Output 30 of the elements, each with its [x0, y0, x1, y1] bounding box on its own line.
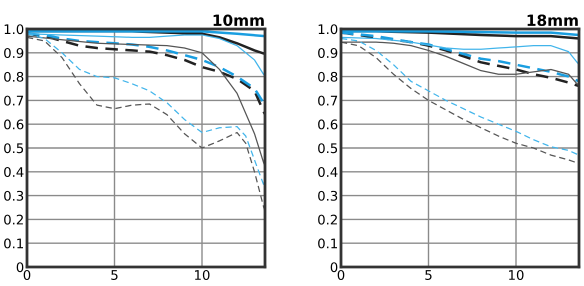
x-tick-label: 10: [509, 270, 524, 280]
y-tick-label: 0.3: [4, 190, 24, 201]
chart-title: 18mm: [528, 14, 578, 26]
y-tick-label: 0: [16, 262, 24, 272]
y-tick-label: 0.4: [318, 167, 338, 177]
y-tick-label: 0.1: [318, 238, 338, 248]
y-tick-label: 0.9: [318, 48, 338, 58]
chart-title: 10mm: [214, 14, 264, 26]
x-tick-label: 10: [195, 270, 210, 280]
y-tick-label: 0.5: [318, 143, 338, 154]
y-tick-label: 0.8: [318, 72, 338, 82]
y-tick-label: 0.7: [4, 96, 24, 106]
y-tick-label: 0.2: [318, 214, 337, 225]
y-tick-label: 0.5: [4, 143, 24, 154]
y-tick-label: 0.6: [318, 119, 338, 130]
y-tick-label: 0.8: [4, 72, 24, 82]
x-tick-label: 0: [338, 270, 344, 280]
x-tick-label: 5: [111, 270, 118, 280]
y-tick-label: 0.6: [4, 119, 24, 130]
x-tick-label: 0: [24, 270, 30, 280]
y-tick-label: 0.1: [4, 238, 24, 248]
y-tick-label: 0.3: [318, 190, 338, 201]
y-tick-label: 0: [330, 262, 338, 272]
x-tick-label: 5: [425, 270, 432, 280]
y-tick-label: 0.7: [318, 96, 338, 106]
y-tick-label: 0.9: [4, 48, 24, 58]
y-tick-label: 1.0: [4, 24, 24, 34]
y-tick-label: 0.2: [4, 214, 23, 225]
y-tick-label: 0.4: [4, 167, 24, 177]
y-tick-label: 1.0: [318, 24, 338, 34]
